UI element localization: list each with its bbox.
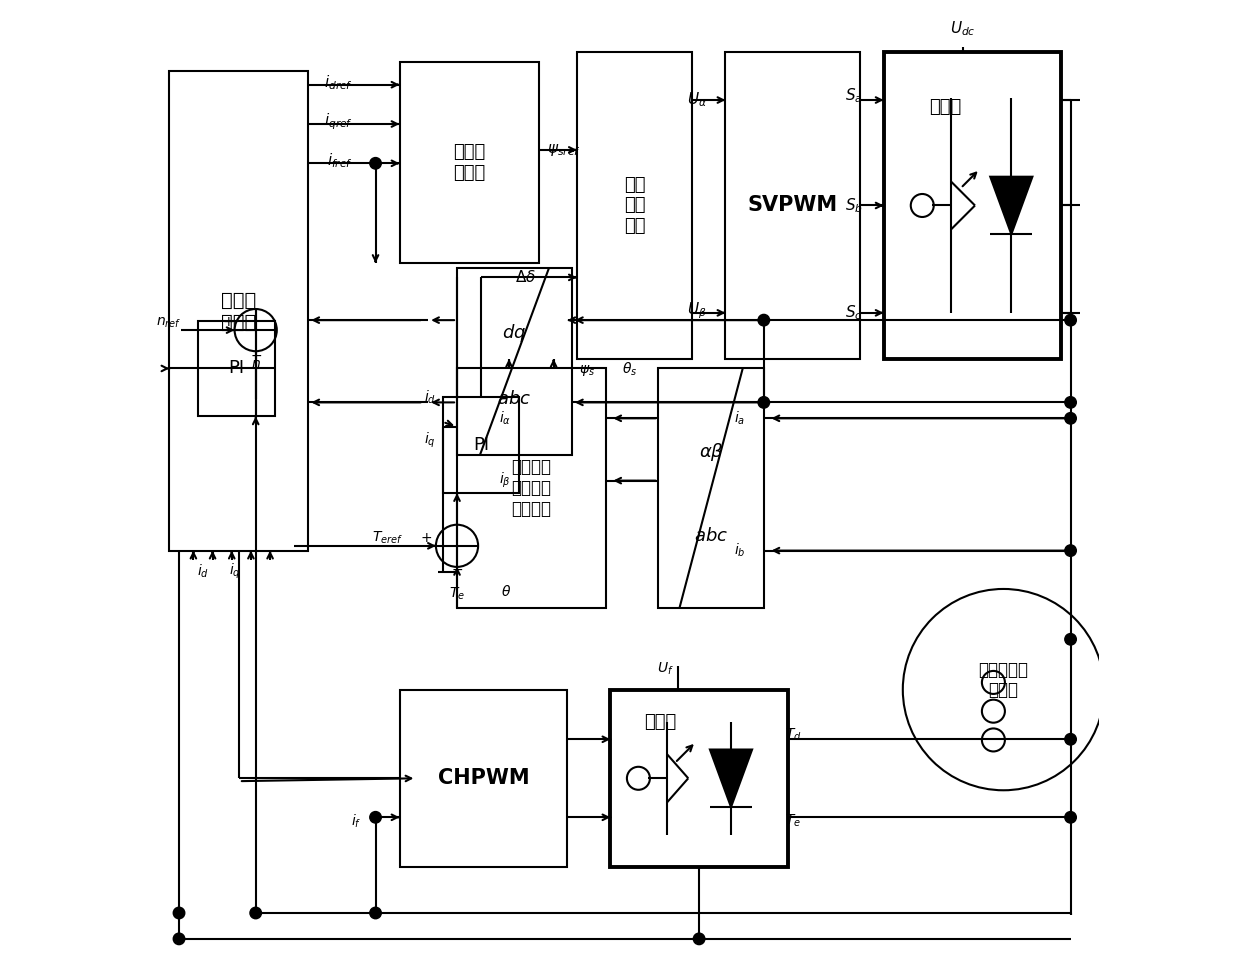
Text: 混合励磁同
步电机: 混合励磁同 步电机 [978, 660, 1028, 699]
Text: $n$: $n$ [250, 357, 260, 371]
Text: $+$: $+$ [420, 531, 432, 545]
Bar [399, 689, 567, 867]
Circle shape [370, 811, 381, 823]
Text: $i_d$: $i_d$ [424, 389, 436, 406]
Text: $U_f$: $U_f$ [657, 660, 673, 677]
Text: $i_b$: $i_b$ [734, 542, 745, 559]
Bar [610, 689, 787, 867]
Text: $T_e$: $T_e$ [449, 585, 465, 601]
Text: $-$: $-$ [249, 347, 262, 362]
Circle shape [1065, 396, 1076, 408]
Text: $\alpha\beta$: $\alpha\beta$ [698, 441, 723, 463]
Circle shape [1065, 811, 1076, 823]
Text: $n_{ref}$: $n_{ref}$ [155, 315, 181, 330]
Text: $i_a$: $i_a$ [734, 410, 745, 427]
Circle shape [758, 396, 770, 408]
Circle shape [1065, 413, 1076, 425]
Circle shape [693, 933, 704, 945]
Bar [458, 268, 572, 454]
Text: $+$: $+$ [222, 315, 233, 330]
Bar [443, 397, 520, 493]
Text: PI: PI [228, 360, 244, 377]
Circle shape [250, 907, 262, 919]
Text: $U_{\alpha}$: $U_{\alpha}$ [687, 91, 707, 109]
Bar [198, 320, 275, 417]
Text: SVPWM: SVPWM [748, 195, 838, 216]
Text: $i_{dref}$: $i_{dref}$ [325, 73, 353, 92]
Text: $S_c$: $S_c$ [846, 304, 863, 322]
Text: $i_f$: $i_f$ [351, 812, 361, 830]
Text: $\psi_s$: $\psi_s$ [579, 363, 595, 378]
Text: CHPWM: CHPWM [438, 769, 529, 788]
Bar [725, 52, 859, 359]
Text: $T_d$: $T_d$ [785, 726, 801, 743]
Text: 参考电
流计算: 参考电 流计算 [221, 290, 257, 332]
Text: $i_q$: $i_q$ [424, 430, 436, 450]
Circle shape [1065, 314, 1076, 326]
Polygon shape [711, 749, 753, 807]
Bar [458, 368, 605, 608]
Text: $i_q$: $i_q$ [228, 562, 241, 581]
Text: $i_{\beta}$: $i_{\beta}$ [498, 471, 511, 490]
Text: $dq$: $dq$ [502, 322, 527, 344]
Bar [884, 52, 1061, 359]
Circle shape [174, 933, 185, 945]
Text: 逆变器: 逆变器 [930, 99, 962, 116]
Text: $i_{\alpha}$: $i_{\alpha}$ [498, 410, 511, 427]
Text: $\Delta\delta$: $\Delta\delta$ [515, 270, 536, 285]
Text: 定子磁链
与磁链位
置角计算: 定子磁链 与磁链位 置角计算 [511, 458, 552, 518]
Text: $U_{dc}$: $U_{dc}$ [950, 19, 976, 38]
Text: $-$: $-$ [451, 562, 463, 576]
Circle shape [1065, 633, 1076, 645]
Circle shape [1065, 734, 1076, 745]
Circle shape [1065, 544, 1076, 556]
Polygon shape [991, 177, 1033, 234]
Text: $T_{eref}$: $T_{eref}$ [372, 530, 403, 546]
Text: $T_e$: $T_e$ [785, 812, 801, 829]
Bar [399, 62, 538, 263]
Text: $\theta$: $\theta$ [501, 584, 512, 600]
Text: $abc$: $abc$ [497, 390, 532, 408]
Text: $U_{\beta}$: $U_{\beta}$ [687, 301, 707, 321]
Circle shape [370, 907, 381, 919]
Bar [577, 52, 692, 359]
Text: $i_{fref}$: $i_{fref}$ [327, 151, 353, 170]
Text: PI: PI [472, 436, 489, 454]
Bar [658, 368, 764, 608]
Text: $i_{qref}$: $i_{qref}$ [325, 112, 353, 132]
Text: 变换器: 变换器 [644, 713, 676, 730]
Text: 定子磁
链计算: 定子磁 链计算 [453, 143, 485, 182]
Text: $\psi_{sref}$: $\psi_{sref}$ [547, 142, 580, 158]
Circle shape [174, 907, 185, 919]
Circle shape [370, 158, 381, 169]
Text: $abc$: $abc$ [694, 527, 728, 545]
Text: $S_b$: $S_b$ [844, 196, 863, 215]
Text: $S_a$: $S_a$ [844, 86, 863, 104]
Text: 预期
电压
计算: 预期 电压 计算 [624, 176, 645, 235]
Bar [170, 72, 309, 550]
Circle shape [758, 314, 770, 326]
Text: $i_d$: $i_d$ [197, 562, 210, 579]
Text: $\theta_s$: $\theta_s$ [622, 361, 637, 378]
